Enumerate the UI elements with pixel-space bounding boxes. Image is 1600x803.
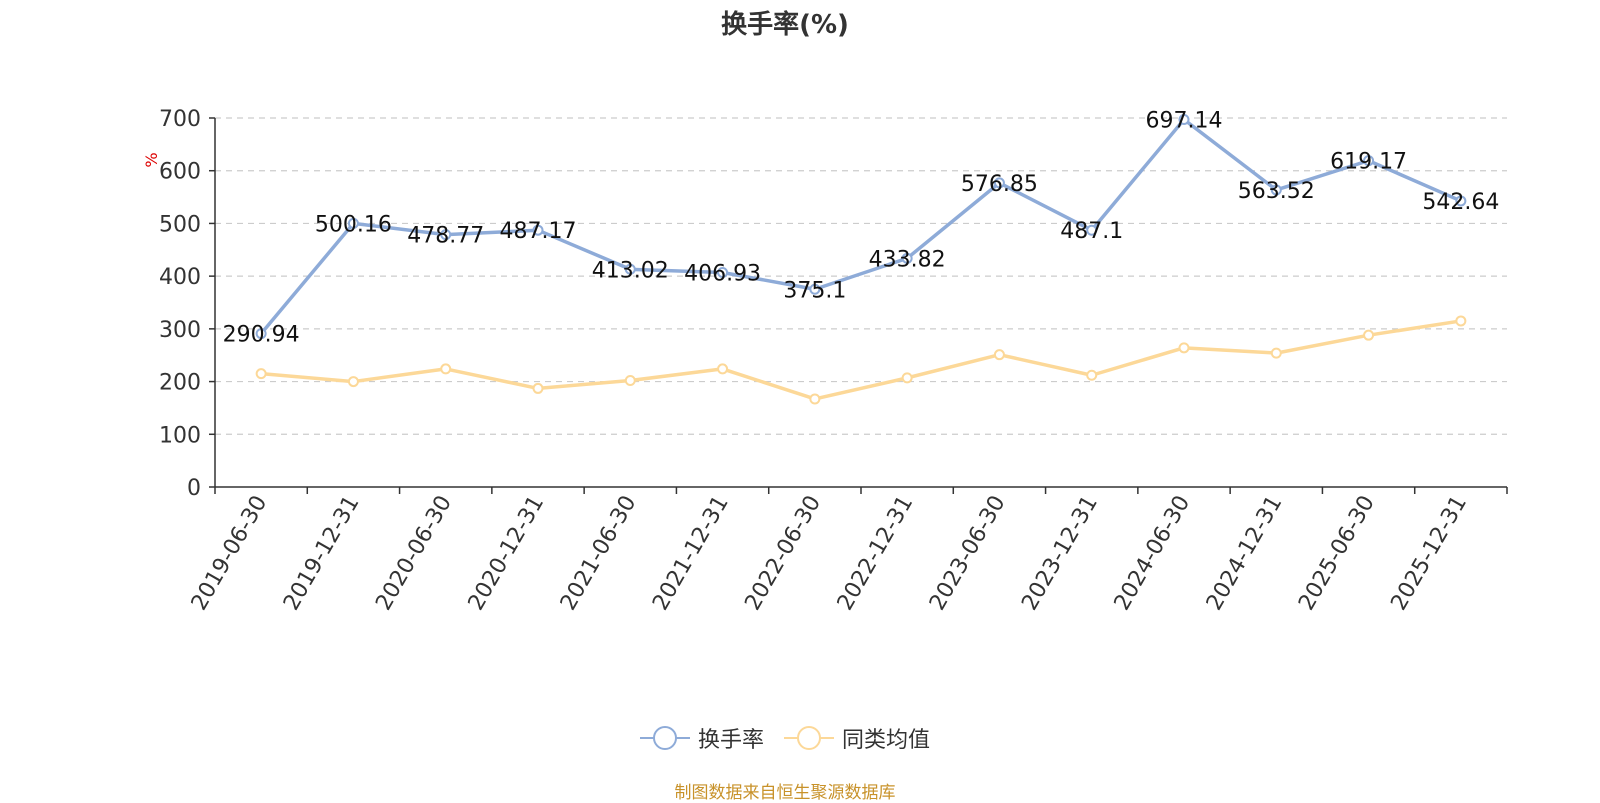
x-tick-label: 2022-06-30 (740, 492, 826, 615)
data-label: 542.64 (1422, 190, 1499, 215)
y-tick-label: 700 (159, 107, 201, 132)
data-label: 413.02 (592, 258, 669, 283)
data-point (809, 393, 821, 405)
series (255, 114, 1467, 405)
x-tick-label: 2021-06-30 (556, 492, 642, 615)
x-tick-label: 2024-12-31 (1202, 492, 1288, 615)
data-label: 500.16 (315, 212, 392, 237)
y-tick-label: 500 (159, 212, 201, 237)
data-label: 619.17 (1330, 150, 1407, 175)
data-point (993, 349, 1005, 361)
legend-label-turnover: 换手率 (697, 728, 764, 753)
y-tick-label: 100 (159, 423, 201, 448)
data-point (347, 376, 359, 388)
data-point (809, 283, 821, 295)
legend-item-turnover[interactable]: 换手率 (639, 722, 764, 754)
y-tick-label: 400 (159, 265, 201, 290)
data-point (1455, 315, 1467, 327)
x-tick-label: 2025-06-30 (1294, 492, 1380, 615)
data-label: 563.52 (1238, 179, 1315, 204)
data-point (1363, 329, 1375, 341)
data-point (532, 382, 544, 394)
x-tick-label: 2025-12-31 (1386, 492, 1472, 615)
legend: 换手率 同类均值 (0, 722, 1570, 754)
data-point (717, 266, 729, 278)
data-point (1455, 195, 1467, 207)
chart-title: 换手率(%) (721, 10, 849, 40)
series-line-0 (259, 117, 1463, 336)
legend-label-peer-average: 同类均值 (842, 728, 931, 753)
data-point (440, 363, 452, 375)
series-line-1 (259, 319, 1463, 401)
legend-item-peer-average[interactable]: 同类均值 (784, 722, 930, 754)
x-tick-label: 2020-06-30 (371, 492, 457, 615)
data-point (1270, 347, 1282, 359)
data-label: 697.14 (1146, 109, 1223, 134)
data-label: 487.1 (1060, 219, 1123, 244)
legend-marker-peer-average-icon (784, 725, 834, 751)
data-point (347, 217, 359, 229)
y-axis-unit-label: % (142, 152, 161, 167)
data-point (1178, 342, 1190, 354)
data-point (1270, 184, 1282, 196)
x-tick-label: 2023-06-30 (925, 492, 1011, 615)
data-point (532, 224, 544, 236)
data-point (901, 372, 913, 384)
data-label: 290.94 (223, 323, 300, 348)
x-tick-label: 2021-12-31 (648, 492, 734, 615)
x-tick-label: 2019-06-30 (187, 492, 273, 615)
x-tick-label: 2024-06-30 (1110, 492, 1196, 615)
x-tick-label: 2020-12-31 (464, 492, 550, 615)
data-labels: 290.94 500.16 478.77 487.17 413.02 406.93 375.… (223, 109, 1500, 348)
data-point (717, 363, 729, 375)
data-point (624, 263, 636, 275)
data-label: 433.82 (869, 247, 946, 272)
data-point (255, 368, 267, 380)
legend-marker-turnover-icon (639, 725, 690, 751)
x-tick-label: 2023-12-31 (1017, 492, 1103, 615)
data-point (1086, 224, 1098, 236)
data-label: 478.77 (407, 224, 484, 249)
data-point (1178, 114, 1190, 126)
y-tick-label: 300 (159, 318, 201, 343)
data-point (993, 177, 1005, 189)
data-point (1086, 369, 1098, 381)
y-tick-label: 600 (159, 160, 201, 185)
y-tick-label: 200 (159, 371, 201, 396)
data-label: 576.85 (961, 172, 1038, 197)
data-point (624, 375, 636, 387)
data-label: 487.17 (500, 219, 577, 244)
source-note: 制图数据来自恒生聚源数据库 (674, 783, 896, 803)
data-point (440, 229, 452, 241)
x-tick-label: 2019-12-31 (279, 492, 365, 615)
data-point (901, 252, 913, 264)
data-label: 406.93 (684, 261, 761, 286)
data-point (1363, 155, 1375, 167)
data-point (255, 328, 267, 340)
data-label: 375.1 (783, 278, 846, 303)
y-tick-label: 0 (187, 476, 201, 501)
x-tick-label: 2022-12-31 (833, 492, 919, 615)
line-chart: 0 100 200 300 400 500 600 700% 2019-06-30 2019-12… (142, 107, 1508, 615)
